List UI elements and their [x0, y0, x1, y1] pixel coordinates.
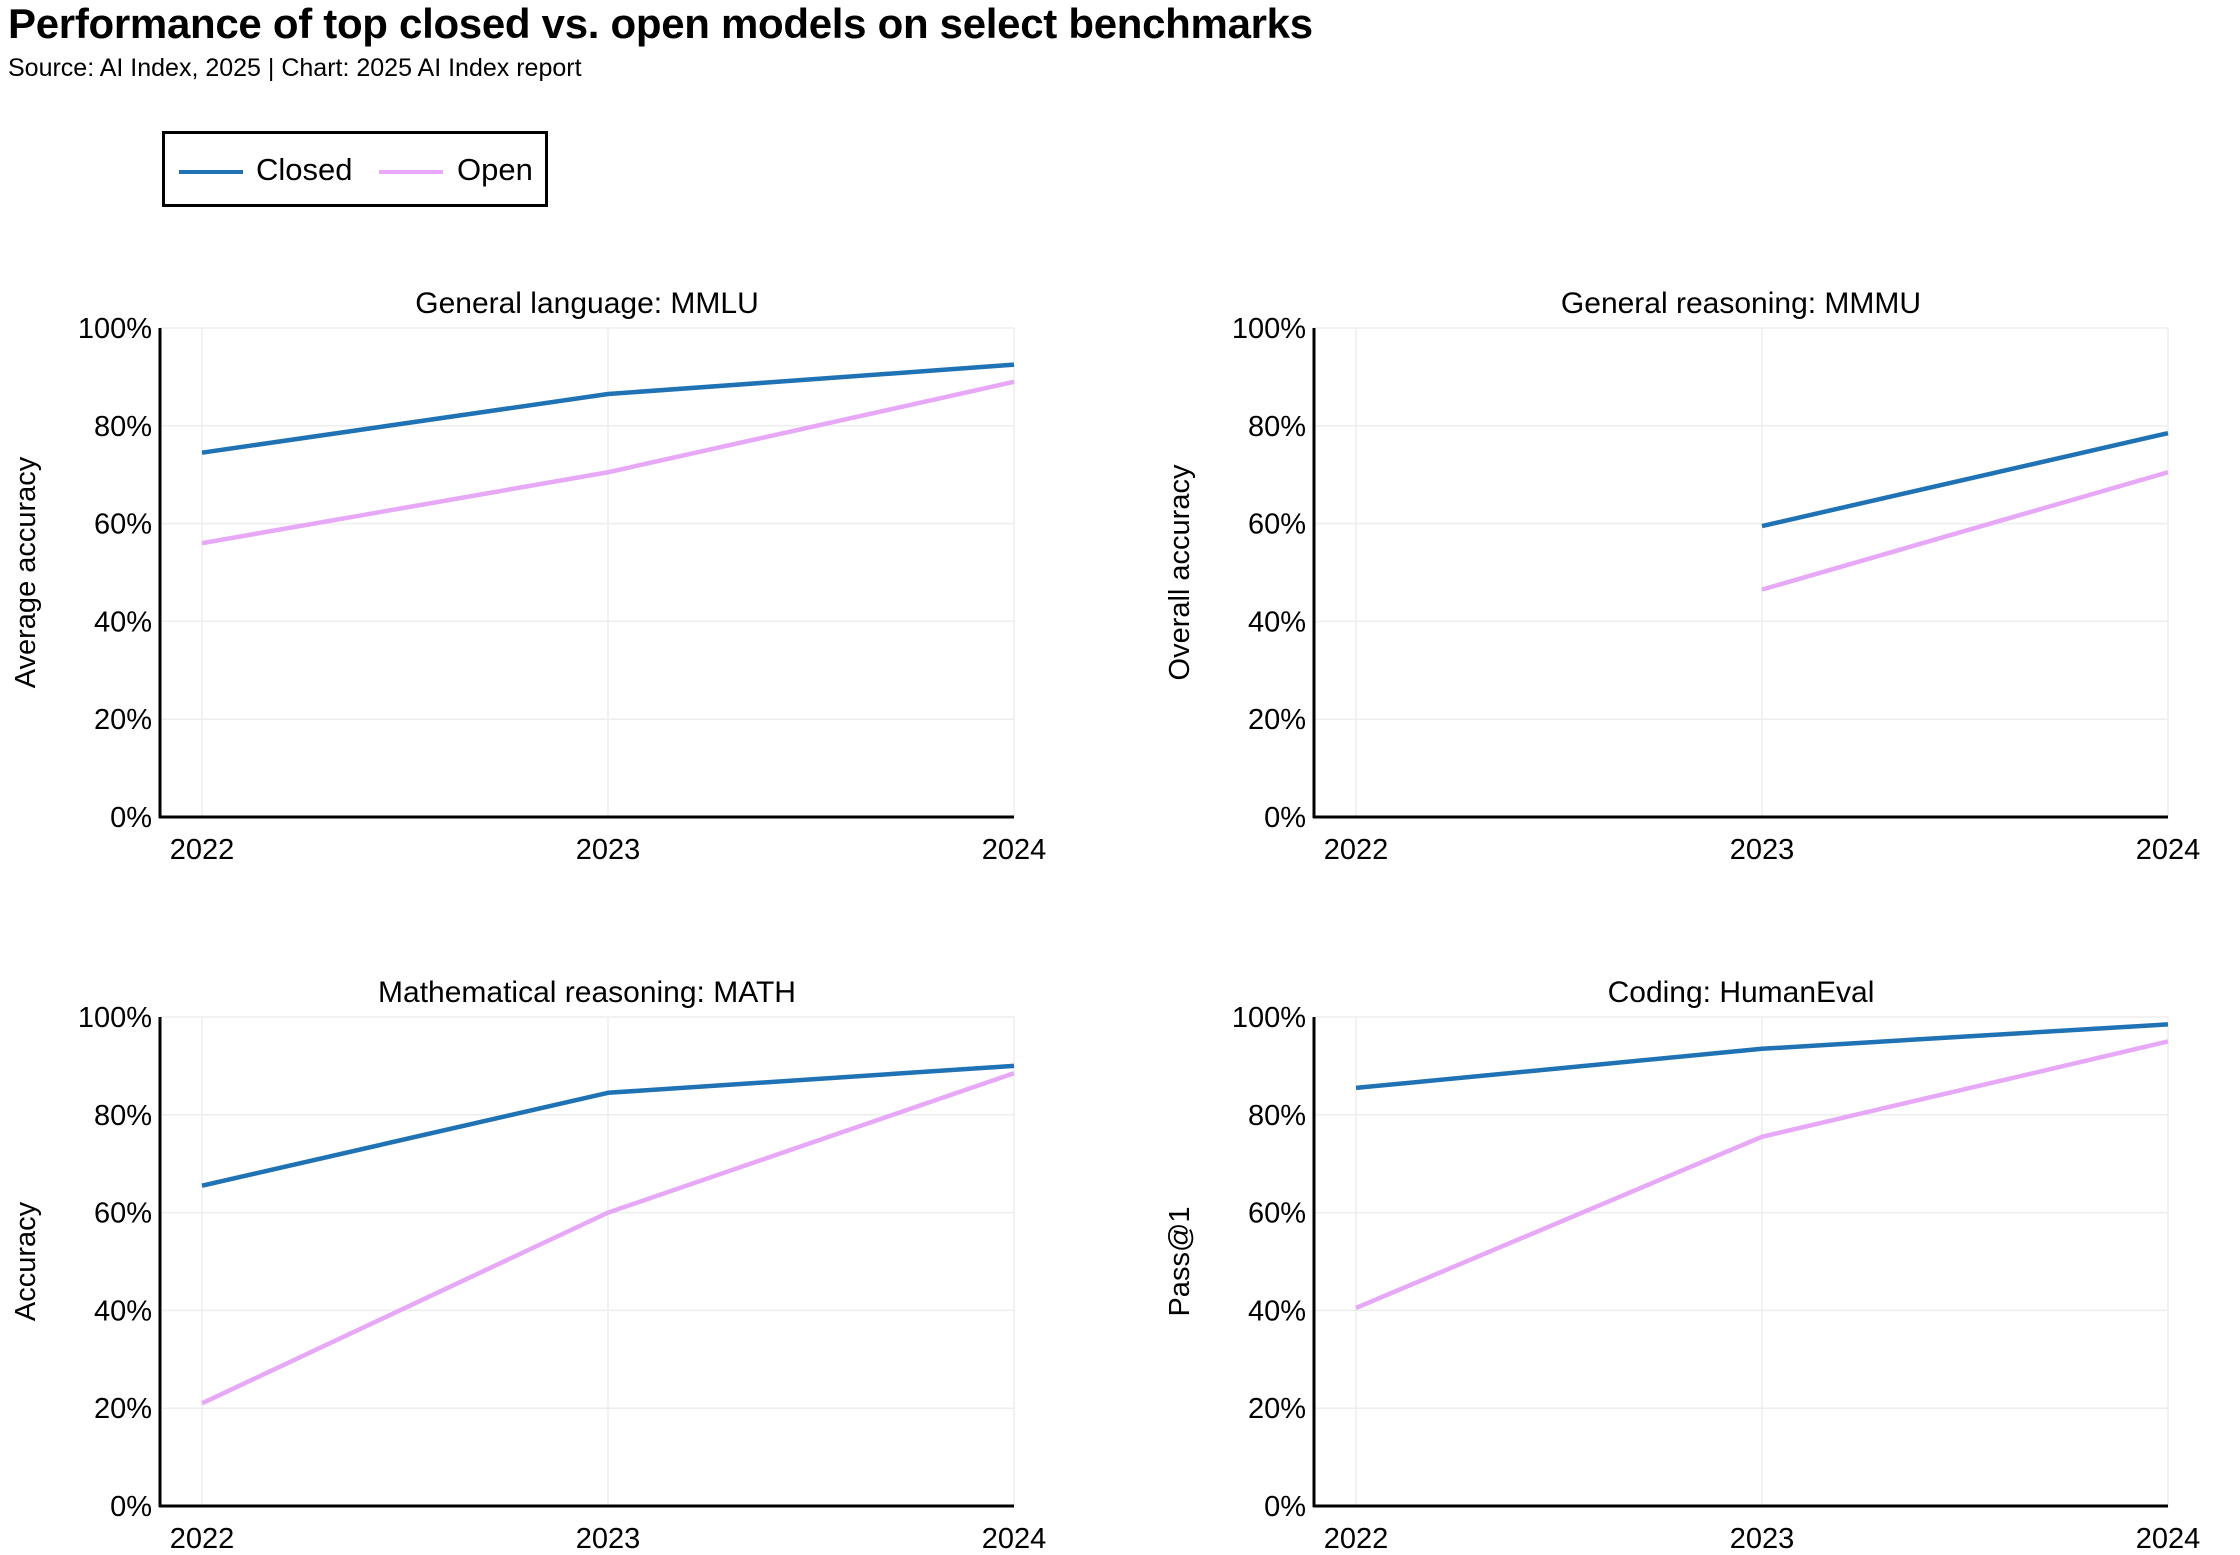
- x-tick-label: 2022: [1324, 1523, 1389, 1555]
- x-tick-label: 2023: [1730, 1523, 1795, 1555]
- series-line-closed: [1761, 430, 2169, 529]
- y-axis-label: Overall accuracy: [1164, 464, 1196, 680]
- y-tick-label: 20%: [1248, 1393, 1306, 1425]
- y-tick-label: 100%: [78, 313, 152, 345]
- y-tick-label: 20%: [94, 704, 152, 736]
- y-axis-label: Average accuracy: [10, 456, 42, 688]
- panel-title: General reasoning: MMMU: [1561, 287, 1921, 320]
- panel-title: Mathematical reasoning: MATH: [378, 976, 796, 1009]
- legend-swatch-open: [379, 170, 443, 174]
- y-tick-label: 40%: [94, 606, 152, 638]
- y-tick-label: 40%: [1248, 606, 1306, 638]
- y-tick-label: 60%: [94, 1198, 152, 1230]
- y-tick-label: 80%: [94, 1100, 152, 1132]
- legend-swatch-closed: [179, 170, 243, 174]
- chart-panel-mathematical-reasoning-math: 0% 20% 40% 60% 80% 100% 2022 2023 2024 Mathematic…: [10, 976, 1046, 1555]
- y-tick-label: 60%: [1248, 1198, 1306, 1230]
- y-tick-label: 100%: [1232, 1002, 1306, 1034]
- series-line-closed: [1355, 1022, 2169, 1091]
- x-tick-label: 2024: [982, 834, 1047, 866]
- y-tick-label: 20%: [1248, 704, 1306, 736]
- y-tick-label: 60%: [94, 509, 152, 541]
- x-tick-label: 2022: [170, 1523, 235, 1555]
- y-tick-label: 0%: [110, 1491, 152, 1523]
- x-tick-label: 2024: [2136, 1523, 2201, 1555]
- series-line-open: [1761, 470, 2169, 592]
- chart-panel-general-language-mmlu: 0% 20% 40% 60% 80% 100% 2022 2023 2024 General la…: [10, 287, 1046, 866]
- x-tick-label: 2023: [576, 834, 641, 866]
- y-tick-label: 80%: [1248, 1100, 1306, 1132]
- chart-panel-general-reasoning-mmmu: 0% 20% 40% 60% 80% 100% 2022 2023 2024 General re…: [1164, 287, 2200, 866]
- y-tick-label: 100%: [1232, 313, 1306, 345]
- panel-title: Coding: HumanEval: [1608, 976, 1875, 1009]
- x-tick-label: 2022: [170, 834, 235, 866]
- series-line-open: [201, 379, 1015, 546]
- x-tick-label: 2023: [1730, 834, 1795, 866]
- y-axis-label: Accuracy: [10, 1201, 42, 1321]
- y-tick-label: 60%: [1248, 509, 1306, 541]
- panel-title: General language: MMLU: [415, 287, 759, 320]
- x-tick-label: 2022: [1324, 834, 1389, 866]
- chart-panel-coding-humaneval: 0% 20% 40% 60% 80% 100% 2022 2023 2024 Coding: Hu…: [1164, 976, 2200, 1555]
- x-tick-label: 2024: [982, 1523, 1047, 1555]
- chart-subtitle: Source: AI Index, 2025 | Chart: 2025 AI …: [8, 54, 582, 82]
- y-tick-label: 100%: [78, 1002, 152, 1034]
- series-line-closed: [201, 362, 1015, 455]
- series-line-open: [1355, 1039, 2169, 1311]
- x-tick-label: 2023: [576, 1523, 641, 1555]
- y-tick-label: 20%: [94, 1393, 152, 1425]
- y-tick-label: 0%: [1264, 1491, 1306, 1523]
- y-tick-label: 80%: [1248, 411, 1306, 443]
- chart-title: Performance of top closed vs. open model…: [8, 0, 1313, 47]
- y-tick-label: 40%: [94, 1295, 152, 1327]
- y-tick-label: 0%: [1264, 802, 1306, 834]
- y-tick-label: 0%: [110, 802, 152, 834]
- x-tick-label: 2024: [2136, 834, 2201, 866]
- legend-label-open: Open: [457, 152, 533, 187]
- series-line-open: [201, 1071, 1015, 1406]
- y-axis-label: Pass@1: [1164, 1206, 1196, 1316]
- legend-label-closed: Closed: [256, 152, 353, 187]
- y-tick-label: 80%: [94, 411, 152, 443]
- y-tick-label: 40%: [1248, 1295, 1306, 1327]
- legend: Closed Open: [162, 131, 548, 207]
- series-line-closed: [201, 1063, 1015, 1188]
